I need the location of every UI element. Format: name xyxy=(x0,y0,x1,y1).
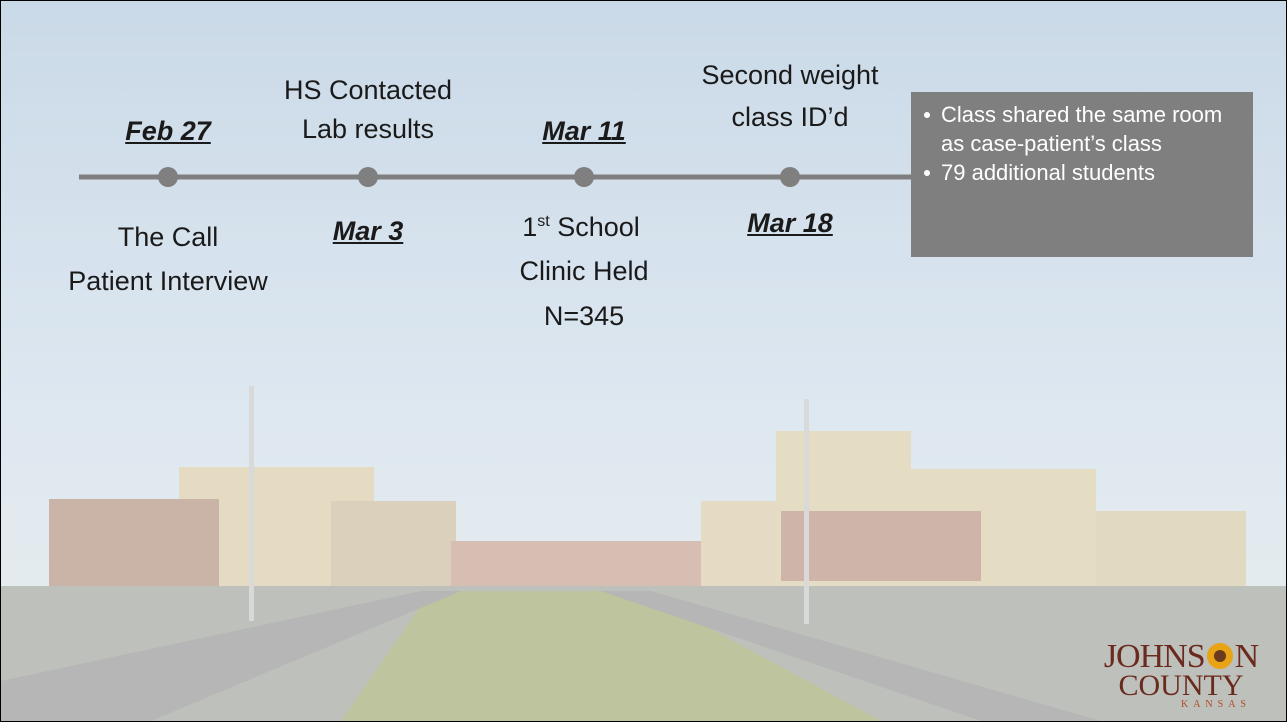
event-label: 1st School xyxy=(522,211,640,243)
logo: JOHNS N COUNTY KANSAS xyxy=(1091,638,1271,713)
logo-text: KANSAS xyxy=(1180,699,1251,710)
logo-text: COUNTY xyxy=(1118,669,1244,702)
event-label: The Call xyxy=(117,222,219,252)
sunflower-icon xyxy=(1206,643,1233,669)
date: Mar 11 xyxy=(542,116,626,146)
logo-text: N xyxy=(1234,638,1260,675)
event-label: HS Contacted xyxy=(283,75,453,105)
bullet: Class shared the same room as case-patie… xyxy=(924,100,1243,158)
date: Feb 27 xyxy=(125,116,211,146)
logo-text: JOHNS xyxy=(1103,638,1206,675)
superscript: st xyxy=(537,213,550,230)
text: School xyxy=(549,212,640,242)
event-label: Lab results xyxy=(301,114,435,144)
event-label: Second weight xyxy=(701,60,879,90)
event-label: Clinic Held xyxy=(519,256,649,286)
bullet: 79 additional students xyxy=(924,158,1243,187)
event-label: Patient Interview xyxy=(68,266,268,296)
date: Mar 18 xyxy=(747,208,833,238)
text: 1 xyxy=(522,212,538,242)
callout-box: Class shared the same room as case-patie… xyxy=(911,92,1253,257)
event-label: class ID’d xyxy=(731,102,849,132)
event-label: N=345 xyxy=(543,301,625,331)
date: Mar 3 xyxy=(332,216,404,246)
